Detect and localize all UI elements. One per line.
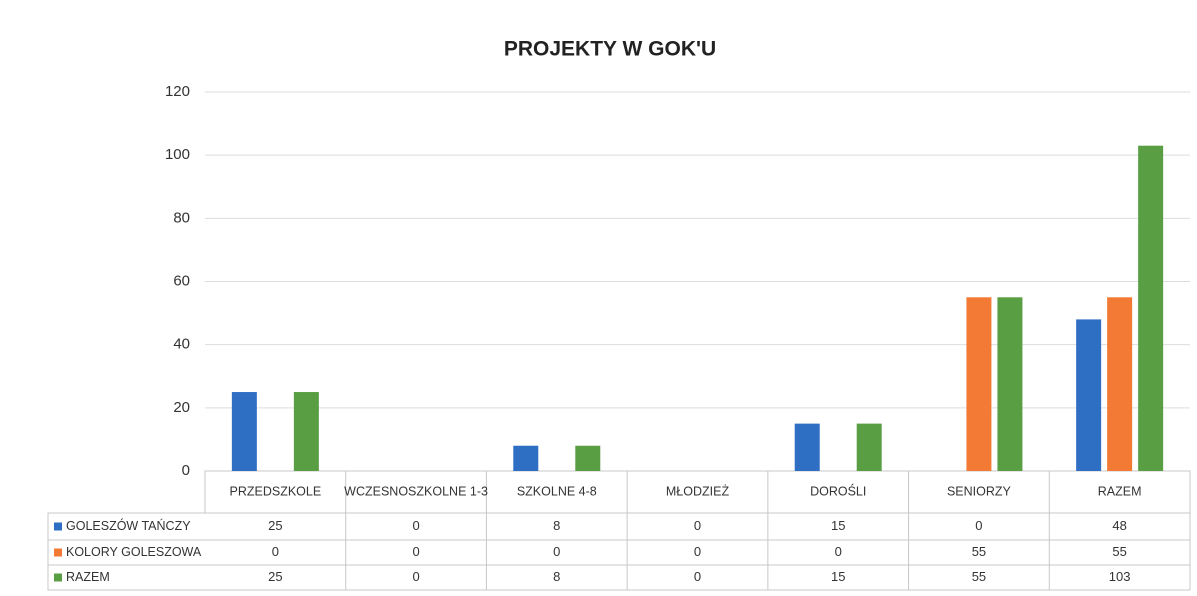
chart-title: PROJEKTY W GOK'U — [504, 38, 716, 61]
table-value: 48 — [1112, 518, 1126, 533]
bar — [1107, 297, 1133, 471]
bar — [293, 392, 319, 471]
legend-swatch — [54, 573, 62, 582]
bar — [794, 423, 820, 471]
bar — [966, 297, 992, 471]
bar — [1076, 319, 1102, 471]
bar — [1138, 145, 1164, 472]
y-tick-label: 100 — [165, 146, 190, 163]
x-tick-label: SZKOLNE 4-8 — [517, 484, 597, 498]
x-tick-label: PRZEDSZKOLE — [230, 484, 322, 498]
legend-label: GOLESZÓW TAŃCZY — [66, 518, 191, 533]
table-value: 25 — [268, 569, 282, 584]
table-body-border — [47, 512, 1191, 591]
table-value: 0 — [412, 544, 419, 559]
table-value: 15 — [831, 569, 845, 584]
table-value: 55 — [972, 544, 986, 559]
table-value: 103 — [1109, 569, 1131, 584]
table-value: 0 — [975, 518, 982, 533]
legend-label: KOLORY GOLESZOWA — [66, 545, 202, 559]
bar — [856, 423, 882, 471]
x-tick-label: MŁODZIEŻ — [666, 484, 730, 498]
table-value: 25 — [268, 518, 282, 533]
bar — [231, 392, 257, 471]
table-value: 55 — [1112, 544, 1126, 559]
y-tick-label: 0 — [182, 462, 190, 479]
legend-swatch — [54, 548, 62, 557]
bar — [575, 445, 601, 471]
x-tick-label: WCZESNOSZKOLNE 1-3 — [344, 484, 488, 498]
table-value: 0 — [835, 544, 842, 559]
y-tick-label: 60 — [173, 272, 190, 289]
bar — [997, 297, 1023, 471]
table-value: 0 — [272, 544, 279, 559]
legend-swatch — [54, 522, 62, 531]
y-tick-label: 80 — [173, 209, 190, 226]
table-value: 8 — [553, 518, 560, 533]
y-tick-label: 20 — [173, 399, 190, 416]
table-value: 15 — [831, 518, 845, 533]
bar — [513, 445, 539, 471]
table-value: 55 — [972, 569, 986, 584]
y-tick-label: 120 — [165, 83, 190, 100]
x-tick-label: RAZEM — [1098, 484, 1142, 498]
x-tick-label: DOROŚLI — [810, 483, 866, 498]
table-value: 0 — [412, 569, 419, 584]
table-value: 0 — [694, 518, 701, 533]
table-value: 0 — [694, 544, 701, 559]
x-tick-label: SENIORZY — [947, 484, 1012, 498]
y-tick-label: 40 — [173, 336, 190, 353]
table-value: 0 — [412, 518, 419, 533]
table-value: 0 — [694, 569, 701, 584]
legend-label: RAZEM — [66, 570, 110, 584]
table-value: 0 — [553, 544, 560, 559]
table-value: 8 — [553, 569, 560, 584]
